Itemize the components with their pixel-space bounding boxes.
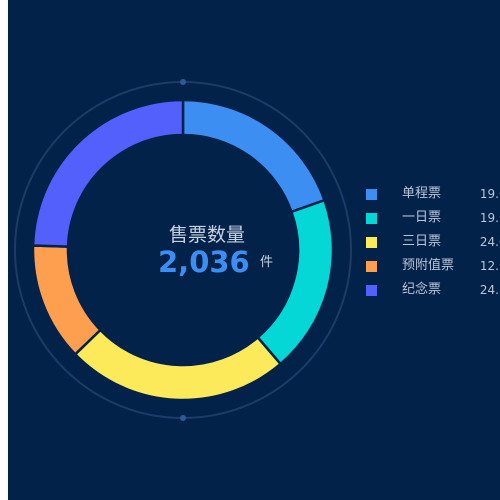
legend: 单程票 19.6% 一日票 19.1% 三日票 24.0% 预附值票 12.7% 纪念票 24.5… — [366, 184, 500, 304]
legend-label: 三日票 — [402, 234, 442, 249]
legend-label: 纪念票 — [402, 282, 442, 297]
donut-slice-3[interactable] — [73, 328, 283, 402]
donut-slice-4[interactable] — [31, 244, 103, 357]
legend-item[interactable]: 一日票 19.1% — [366, 208, 500, 232]
legend-percent: 19.6% — [479, 187, 500, 201]
legend-swatch — [366, 189, 377, 200]
center-value: 2,036 — [158, 245, 250, 279]
donut-chart — [14, 79, 352, 421]
legend-label: 预附值票 — [402, 258, 455, 273]
legend-percent: 12.7% — [479, 259, 500, 273]
legend-swatch — [366, 213, 377, 224]
center-unit: 件 — [260, 255, 274, 270]
legend-label: 单程票 — [402, 186, 442, 201]
legend-swatch — [366, 261, 377, 272]
legend-percent: 24.0% — [479, 235, 500, 249]
legend-item[interactable]: 单程票 19.6% — [366, 184, 500, 208]
legend-item[interactable]: 预附值票 12.7% — [366, 256, 500, 280]
legend-swatch — [366, 237, 377, 248]
donut-slices — [31, 98, 335, 402]
legend-item[interactable]: 三日票 24.0% — [366, 232, 500, 256]
legend-swatch — [366, 285, 377, 296]
outer-ring-dot-top — [180, 79, 186, 85]
donut-slice-5[interactable] — [31, 98, 185, 248]
legend-percent: 19.1% — [479, 211, 500, 225]
legend-percent: 24.5% — [479, 283, 500, 297]
legend-label: 一日票 — [402, 210, 442, 225]
donut-slice-2[interactable] — [255, 198, 335, 366]
chart-panel: 售票数量 2,036 件 单程票 19.6% 一日票 19.1% 三日票 24.0% 预附值… — [8, 0, 500, 500]
donut-slice-1[interactable] — [181, 98, 327, 214]
outer-ring-dot-bottom — [180, 415, 186, 421]
center-title: 售票数量 — [168, 224, 245, 246]
legend-item[interactable]: 纪念票 24.5% — [366, 280, 500, 304]
